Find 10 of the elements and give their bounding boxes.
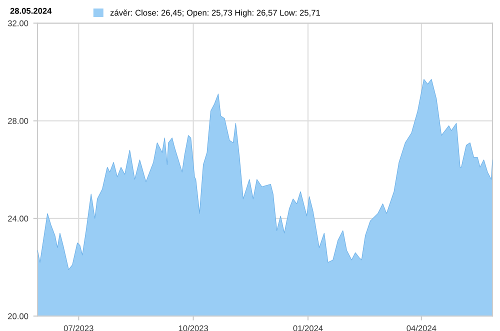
x-tick-label: 10/2023: [178, 325, 208, 331]
y-tick-label: 28.00: [8, 118, 28, 124]
x-tick-label: 07/2023: [64, 325, 94, 331]
y-tick-label: 20.00: [8, 313, 28, 320]
x-tick-label: 01/2024: [293, 325, 323, 331]
y-tick-label: 32.00: [8, 20, 28, 26]
y-tick-label: 24.00: [8, 216, 28, 222]
legend-label: závěr: Close: 26,45; Open: 25,73 High: 26,57 Low: 25,71: [110, 9, 320, 18]
text: 28.05.2024: [10, 8, 52, 14]
x-tick-label: 04/2024: [406, 325, 436, 331]
